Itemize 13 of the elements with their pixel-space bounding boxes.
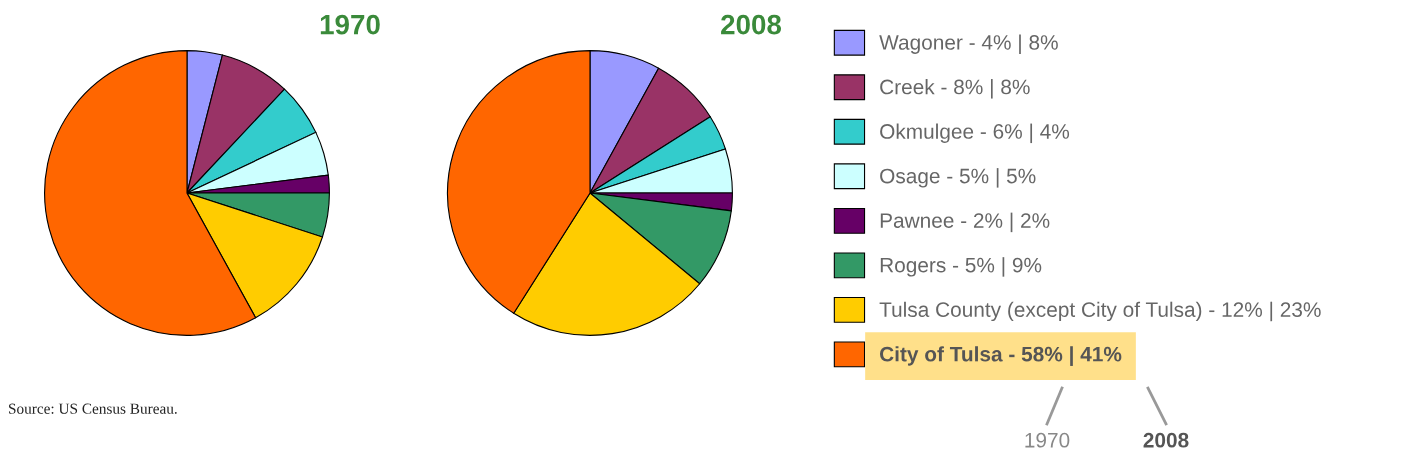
legend-label: Wagoner - 4% | 8% [879, 34, 1058, 55]
legend-label: Osage - 5% | 5% [880, 168, 1036, 188]
legend-label: Rogers - 5% | 9% [880, 257, 1042, 277]
text: 1970 [1025, 432, 1070, 448]
legend-label: Creek - 8% | 8% [880, 79, 1030, 99]
chart-title: 2008 [721, 14, 782, 35]
legend-label: Pawnee - 2% | 2% [880, 212, 1050, 233]
chart-title: 1970 [320, 14, 380, 35]
legend-label: City of Tulsa - 58% | 41% [879, 346, 1122, 366]
legend-label: Okmulgee - 6% | 4% [880, 123, 1070, 144]
text: 2008 [1143, 432, 1189, 448]
source-note: Source: US Census Bureau. [9, 403, 177, 414]
legend-label: Tulsa County (except City of Tulsa) - 12% | 23% [879, 301, 1321, 322]
